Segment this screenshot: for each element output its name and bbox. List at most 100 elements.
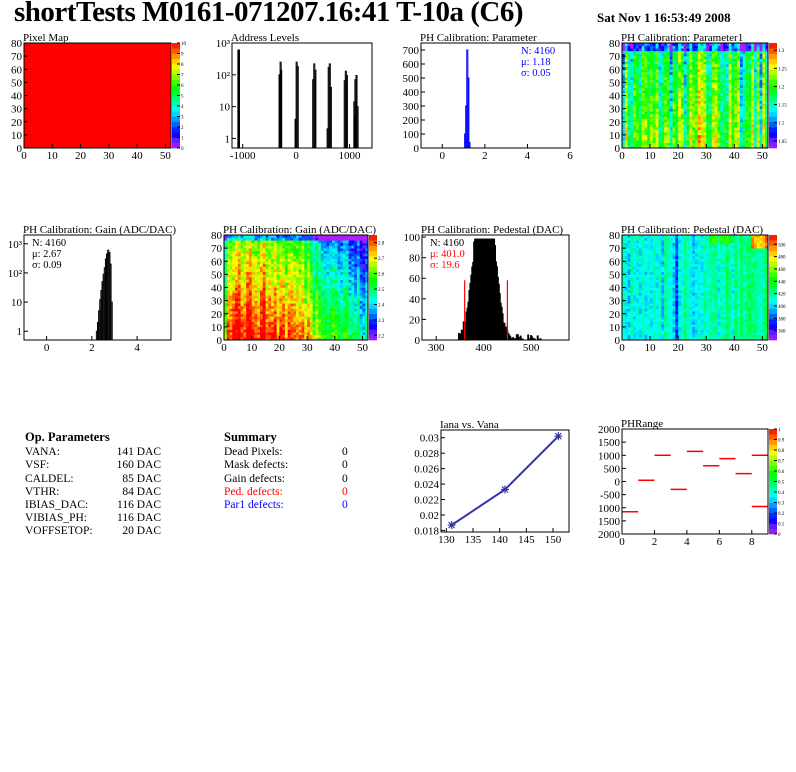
heatmap-cell: [235, 237, 239, 241]
heatmap-cell: [312, 334, 316, 338]
heatmap-cell: [237, 287, 241, 291]
heatmap-cell: [731, 69, 735, 73]
x-tick-label: 4: [134, 342, 140, 354]
heatmap-cell: [686, 74, 690, 78]
heatmap-cell: [745, 82, 749, 86]
heatmap-cell: [636, 127, 640, 130]
heatmap-cell: [318, 282, 322, 286]
heatmap-cell: [365, 256, 369, 259]
heatmap-cell: [362, 319, 366, 322]
heatmap-cell: [675, 106, 679, 109]
heatmap-cell: [232, 329, 236, 333]
heatmap-cell: [680, 145, 685, 149]
heatmap-cell: [714, 127, 718, 130]
heatmap-cell: [624, 140, 628, 144]
heatmap-cell: [742, 48, 746, 52]
heatmap-cell: [689, 61, 693, 65]
heatmap-cell: [669, 56, 673, 60]
heatmap-cell: [655, 45, 659, 49]
heatmap-cell: [666, 116, 671, 120]
heatmap-cell: [343, 277, 347, 280]
heatmap-cell: [320, 277, 324, 280]
heatmap-cell: [271, 258, 275, 262]
heatmap-cell: [312, 319, 316, 322]
heatmap-cell: [728, 119, 732, 123]
heatmap-cell: [298, 324, 302, 328]
heatmap-cell: [224, 305, 228, 309]
heatmap-cell: [307, 266, 311, 270]
heatmap-cell: [714, 58, 718, 62]
heatmap-cell: [647, 313, 651, 317]
heatmap-cell: [284, 274, 288, 278]
heatmap-cell: [268, 303, 272, 307]
heatmap-cell: [293, 261, 297, 265]
heatmap-cell: [262, 269, 266, 273]
heatmap-cell: [711, 103, 715, 107]
heatmap-cell: [742, 140, 746, 144]
heatmap-cell: [641, 106, 645, 109]
heatmap-cell: [759, 134, 763, 138]
heatmap-cell: [723, 87, 727, 91]
heatmap-cell: [683, 64, 687, 67]
heatmap-cell: [695, 50, 699, 54]
colorbar-label: 2.8: [378, 242, 385, 247]
heatmap-cell: [622, 240, 626, 244]
heatmap-cell: [240, 282, 244, 286]
heatmap-cell: [323, 235, 327, 238]
heatmap-cell: [326, 253, 330, 257]
heatmap-cell: [680, 119, 685, 123]
heatmap-cell: [658, 58, 662, 62]
heatmap-cell: [672, 116, 676, 120]
heatmap-cell: [762, 98, 766, 102]
heatmap-cell: [638, 235, 642, 238]
heatmap-cell: [627, 248, 631, 252]
heatmap-cell: [647, 50, 651, 54]
heatmap-cell: [748, 111, 752, 115]
heatmap-cell: [697, 106, 701, 109]
heatmap-cell: [348, 300, 352, 304]
heatmap-cell: [641, 111, 645, 115]
heatmap-cell: [265, 237, 269, 241]
heatmap-cell: [627, 235, 631, 238]
heatmap-cell: [312, 263, 316, 267]
heatmap-cell: [273, 308, 277, 312]
heatmap-cell: [647, 66, 651, 70]
heatmap-cell: [326, 313, 330, 317]
heatmap-cell: [265, 290, 269, 294]
heatmap-cell: [312, 332, 316, 336]
heatmap-cell: [301, 300, 305, 304]
heatmap-cell: [636, 326, 640, 330]
heatmap-cell: [720, 77, 724, 81]
heatmap-cell: [243, 250, 247, 254]
heatmap-cell: [734, 69, 738, 73]
heatmap-cell: [711, 132, 715, 136]
heatmap-cell: [641, 282, 645, 286]
heatmap-cell: [709, 74, 713, 78]
heatmap-cell: [714, 69, 718, 73]
heatmap-cell: [624, 250, 628, 254]
heatmap-cell: [271, 282, 275, 286]
heatmap-cell: [298, 337, 302, 341]
heatmap-cell: [290, 295, 294, 299]
heatmap-cell: [641, 321, 645, 325]
heatmap-cell: [624, 284, 628, 288]
heatmap-cell: [226, 319, 230, 322]
heatmap-cell: [692, 87, 696, 91]
heatmap-cell: [320, 324, 324, 328]
heatmap-cell: [658, 69, 662, 73]
heatmap-cell: [731, 127, 735, 130]
heatmap-cell: [700, 45, 704, 49]
heatmap-cell: [334, 250, 338, 254]
heatmap-cell: [257, 313, 261, 317]
heatmap-cell: [235, 266, 239, 270]
heatmap-cell: [627, 77, 631, 81]
heatmap-cell: [243, 266, 247, 270]
heatmap-cell: [748, 142, 752, 146]
heatmap-cell: [759, 77, 763, 81]
heatmap-cell: [734, 129, 738, 133]
heatmap-cell: [337, 303, 341, 307]
heatmap-cell: [293, 240, 297, 244]
heatmap-cell: [345, 248, 349, 252]
heatmap-cell: [672, 61, 676, 65]
heatmap-cell: [700, 95, 704, 99]
